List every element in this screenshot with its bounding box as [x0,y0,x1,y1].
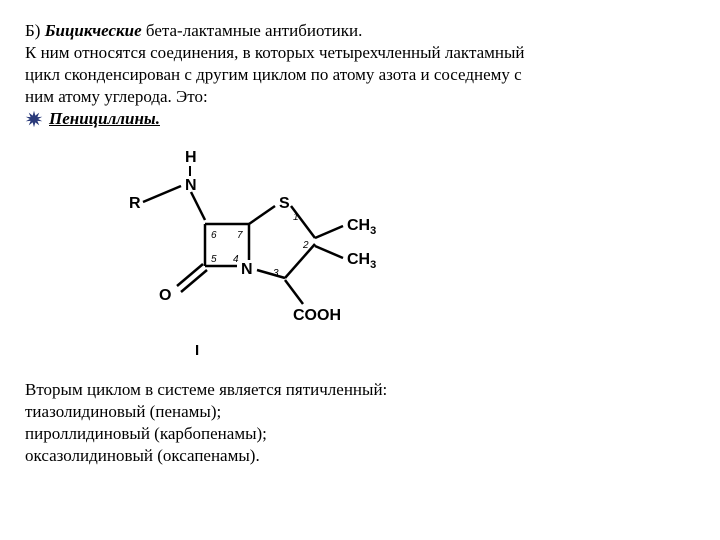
intro-line-3: цикл сконденсирован с другим циклом по а… [25,64,695,86]
p2-l2: тиазолидиновый (пенамы); [25,401,695,423]
intro-line-4: ним атому углерода. Это: [25,86,695,108]
bullet-line: Пенициллины. [25,108,695,130]
pos-4: 4 [233,254,239,265]
intro-prefix: Б) [25,21,45,40]
p2-l1: Вторым циклом в системе является пятичле… [25,379,695,401]
pos-5: 5 [211,254,217,265]
label-CH3b: CH3 [347,251,376,271]
intro-line-1: Б) Бицикческие бета-лактамные антибиотик… [25,20,695,42]
label-N2: N [241,261,253,278]
p2-l4: оксазолидиновый (оксапенамы). [25,445,695,467]
bullet-text: Пенициллины. [49,108,160,130]
intro-paragraph: Б) Бицикческие бета-лактамные антибиотик… [25,20,695,130]
intro-emph: Бицикческие [45,21,142,40]
label-S: S [279,195,290,212]
pos-7: 7 [237,230,243,241]
intro-rest1: бета-лактамные антибиотики. [142,21,363,40]
intro-line-2: К ним относятся соединения, в которых че… [25,42,695,64]
label-R: R [129,195,141,212]
label-CH3a: CH3 [347,217,376,237]
pos-3: 3 [273,268,279,279]
label-O: O [159,287,171,304]
pos-6: 6 [211,230,217,241]
label-H: H [185,149,197,166]
penicillin-structure: R H N N O S [125,148,695,323]
pos-1: 1 [293,212,299,223]
second-paragraph: Вторым циклом в системе является пятичле… [25,379,695,467]
p2-l3: пироллидиновый (карбопенамы); [25,423,695,445]
label-COOH: COOH [293,307,341,323]
label-N: N [185,177,197,194]
pos-2: 2 [302,240,309,251]
structure-roman: I [195,341,695,361]
burst-icon [25,110,43,128]
